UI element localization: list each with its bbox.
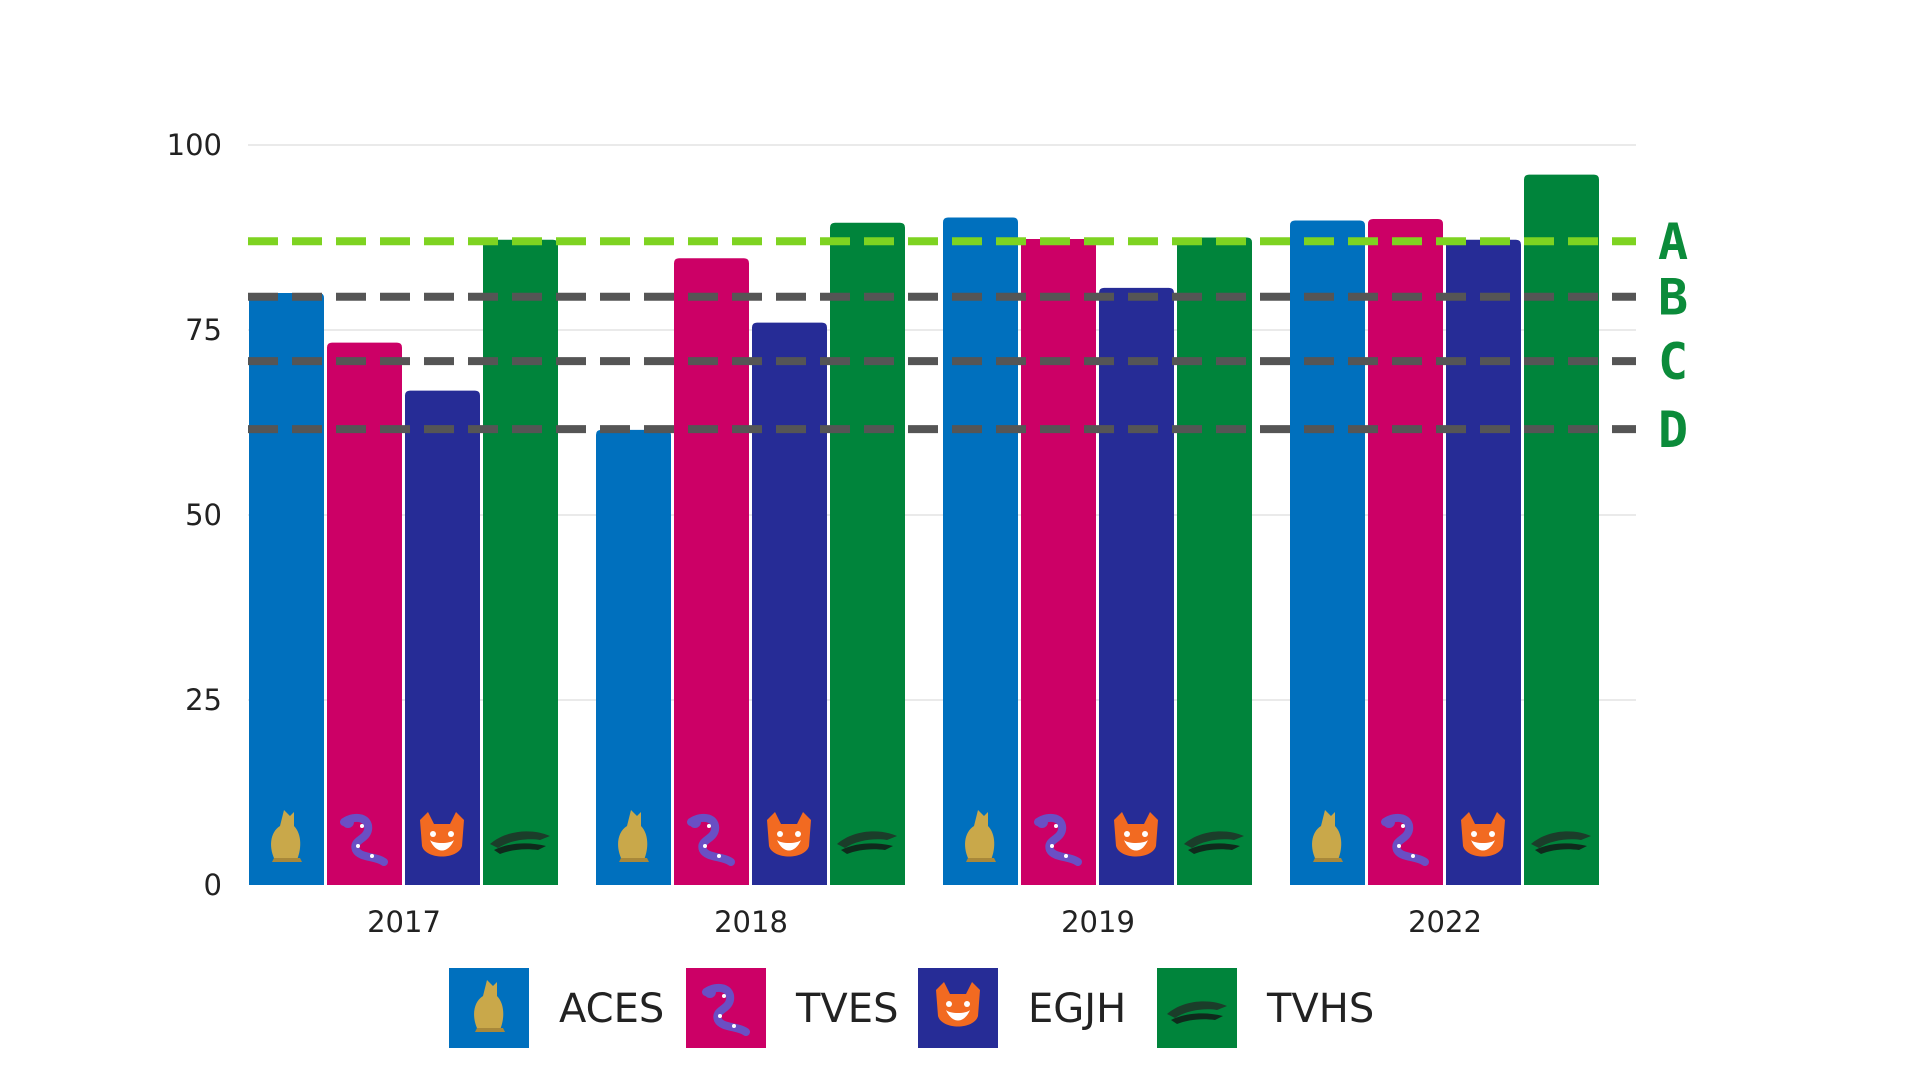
x-tick-label-2017: 2017: [367, 905, 441, 939]
bars: [249, 174, 1599, 886]
legend-label-aces: ACES: [559, 986, 664, 1032]
x-axis-ticks: 2017 2018 2019 2022: [367, 905, 1482, 939]
legend-label-egjh: EGJH: [1028, 986, 1126, 1032]
grade-label-b: B: [1658, 269, 1688, 327]
legend: ACES TVES EGJH TVHS: [449, 968, 1374, 1048]
bar-tves-2019: [1021, 238, 1096, 886]
y-tick-label-75: 75: [185, 313, 222, 347]
legend-label-tvhs: TVHS: [1266, 986, 1374, 1032]
x-tick-label-2022: 2022: [1408, 905, 1482, 939]
bar-egjh-2022: [1446, 239, 1521, 886]
bar-egjh-2019: [1099, 287, 1174, 885]
bar-aces-2018: [596, 429, 671, 885]
bar-aces-2022: [1290, 220, 1365, 886]
y-tick-label-0: 0: [204, 868, 222, 902]
bar-tvhs-2022: [1524, 174, 1599, 886]
legend-label-tves: TVES: [795, 986, 898, 1032]
y-tick-label-100: 100: [167, 128, 222, 162]
y-tick-label-25: 25: [185, 683, 222, 717]
bar-tves-2022: [1368, 219, 1443, 885]
bar-tvhs-2018: [830, 222, 905, 885]
bar-egjh-2017: [405, 390, 480, 885]
bar-egjh-2018: [752, 322, 827, 886]
bar-aces-2017: [249, 293, 324, 885]
grade-label-a: A: [1658, 213, 1688, 271]
y-tick-label-50: 50: [185, 498, 222, 532]
grade-label-d: D: [1658, 401, 1688, 459]
y-axis-ticks: 0 25 50 75 100: [167, 128, 222, 902]
bar-tves-2017: [327, 342, 402, 886]
grade-label-c: C: [1658, 333, 1688, 391]
bar-tves-2018: [674, 258, 749, 886]
bar-tvhs-2017: [483, 239, 558, 886]
bar-aces-2019: [943, 217, 1018, 885]
x-tick-label-2018: 2018: [714, 905, 788, 939]
bar-tvhs-2019: [1177, 237, 1252, 885]
x-tick-label-2019: 2019: [1061, 905, 1135, 939]
